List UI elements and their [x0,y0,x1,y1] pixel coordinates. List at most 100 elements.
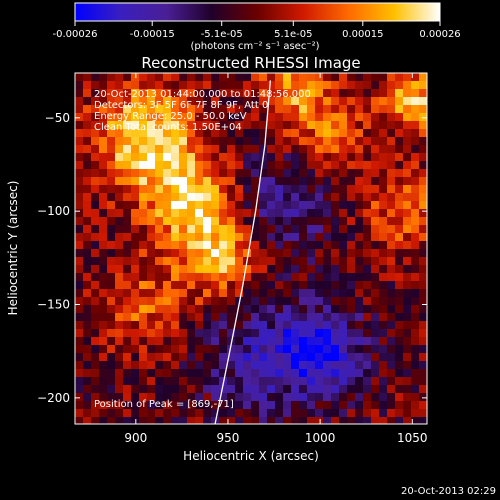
heatmap-cell [155,337,163,345]
heatmap-cell [227,417,235,424]
heatmap-cell [315,257,323,265]
heatmap-cell [235,321,243,329]
colorbar-tick-label: -0.00015 [130,29,175,40]
heatmap-cell [235,369,243,377]
heatmap-cell [227,345,235,353]
heatmap-cell [323,337,331,345]
heatmap-cell [235,209,243,217]
heatmap-cell [299,129,307,137]
heatmap-cell [307,153,315,161]
heatmap-cell [139,177,147,185]
heatmap-cell [195,273,203,281]
heatmap-cell [411,241,419,249]
heatmap-cell [411,297,419,305]
heatmap-cell [235,361,243,369]
heatmap-cell [363,113,371,121]
heatmap-cell [203,385,211,393]
heatmap-cell [267,257,275,265]
heatmap-cell [219,265,227,273]
heatmap-cell [123,89,131,97]
heatmap-cell [163,313,171,321]
heatmap-cell [363,345,371,353]
heatmap-cell [243,217,251,225]
heatmap-cell [91,233,99,241]
heatmap-cell [131,177,139,185]
heatmap-cell [163,121,171,129]
heatmap-cell [187,305,195,313]
heatmap-cell [75,97,83,105]
heatmap-cell [155,193,163,201]
heatmap-cell [403,369,411,377]
heatmap-cell [219,385,227,393]
heatmap-cell [251,89,259,97]
heatmap-cell [227,329,235,337]
heatmap-cell [259,105,267,113]
heatmap-cell [291,417,299,424]
heatmap-cell [203,393,211,401]
heatmap-cell [395,329,403,337]
heatmap-cell [155,137,163,145]
heatmap-cell [291,297,299,305]
heatmap-cell [355,297,363,305]
heatmap-cell [315,401,323,409]
heatmap-cell [395,105,403,113]
heatmap-cell [203,137,211,145]
heatmap-cell [355,273,363,281]
heatmap-cell [219,401,227,409]
heatmap-cell [91,113,99,121]
heatmap-cell [307,417,315,424]
heatmap-cell [387,313,395,321]
heatmap-cell [267,393,275,401]
heatmap-cell [227,289,235,297]
heatmap-cell [299,289,307,297]
heatmap-cell [403,321,411,329]
heatmap-cell [171,201,179,209]
heatmap-cell [395,73,403,81]
heatmap-cell [267,313,275,321]
heatmap-cell [187,321,195,329]
heatmap-cell [75,345,83,353]
heatmap-cell [115,385,123,393]
heatmap-cell [371,89,379,97]
heatmap-cell [219,249,227,257]
heatmap-cell [411,265,419,273]
heatmap-cell [107,105,115,113]
heatmap-cell [331,305,339,313]
heatmap-cell [163,73,171,81]
heatmap-cell [163,249,171,257]
heatmap-cell [307,313,315,321]
heatmap-cell [411,417,419,424]
heatmap-cell [363,329,371,337]
heatmap-cell [307,113,315,121]
heatmap-cell [379,241,387,249]
heatmap-cell [91,217,99,225]
heatmap-cell [275,305,283,313]
heatmap-cell [139,417,147,424]
heatmap-cell [395,321,403,329]
heatmap-cell [347,89,355,97]
heatmap-cell [379,337,387,345]
heatmap-cell [107,201,115,209]
y-axis-label: Heliocentric Y (arcsec) [6,181,20,316]
heatmap-cell [147,385,155,393]
heatmap-cell [195,209,203,217]
heatmap-cell [99,137,107,145]
heatmap-cell [355,321,363,329]
heatmap-cell [371,137,379,145]
heatmap-cell [147,369,155,377]
heatmap-cell [83,73,91,81]
heatmap-cell [139,233,147,241]
heatmap-cell [291,201,299,209]
heatmap-cell [187,329,195,337]
heatmap-cell [147,273,155,281]
heatmap-cell [267,121,275,129]
heatmap-cell [411,353,419,361]
heatmap-cell [395,273,403,281]
heatmap-cell [179,305,187,313]
heatmap-cell [211,81,219,89]
heatmap-cell [235,217,243,225]
heatmap-cell [227,137,235,145]
heatmap-cell [195,305,203,313]
heatmap-cell [259,249,267,257]
heatmap-cell [107,121,115,129]
